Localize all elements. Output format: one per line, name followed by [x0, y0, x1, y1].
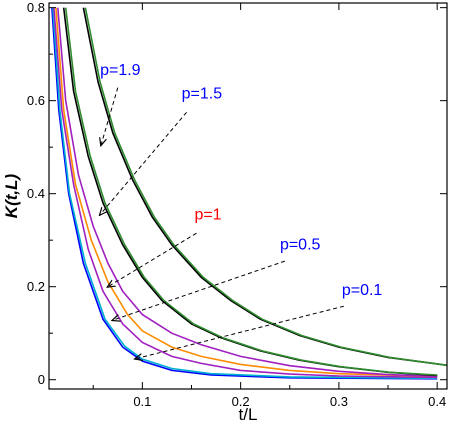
- annotation-label-5: p=0.1: [342, 282, 383, 299]
- x-tick-label: 0.2: [232, 394, 250, 409]
- series-line-5: [57, 7, 438, 378]
- y-tick-label: 0.6: [27, 93, 45, 108]
- y-tick-label: 0.8: [27, 0, 45, 15]
- x-tick-label: 0.1: [133, 394, 151, 409]
- series-line-7: [64, 7, 438, 376]
- annotation-arrow-5: [135, 305, 344, 359]
- series-line-9: [84, 7, 447, 367]
- x-tick-label: 0.3: [330, 394, 348, 409]
- series-line-2: [52, 7, 438, 380]
- y-tick-label: 0.4: [27, 186, 45, 201]
- x-tick-label: 0.4: [428, 394, 446, 409]
- annotation-label-1: p=1.9: [100, 62, 141, 79]
- annotation-arrow-3: [108, 232, 197, 286]
- annotation-arrow-1: [101, 87, 119, 145]
- y-axis-title: K(t,L): [2, 173, 21, 218]
- x-axis-title: t/L: [239, 405, 258, 424]
- annotation-arrow-2: [100, 111, 187, 214]
- plot-frame: [48, 2, 448, 390]
- annotation-label-2: p=1.5: [182, 85, 223, 102]
- series-layer: [51, 7, 447, 380]
- annotation-arrow-4: [113, 260, 286, 320]
- series-line-3: [53, 7, 438, 379]
- annotation-layer: p=1.9 p=1.5 p=1 p=0.5 p=0.1: [100, 62, 382, 359]
- y-tick-label: 0: [38, 372, 45, 387]
- x-axis: 0.1 0.2 0.3 0.4: [92, 3, 446, 409]
- y-axis: 0 0.2 0.4 0.6 0.8: [27, 0, 447, 387]
- y-tick-label: 0.2: [27, 279, 45, 294]
- series-line-4: [55, 7, 438, 378]
- annotation-label-3: p=1: [194, 206, 221, 223]
- series-line-1: [51, 7, 438, 380]
- annotation-label-4: p=0.5: [280, 236, 321, 253]
